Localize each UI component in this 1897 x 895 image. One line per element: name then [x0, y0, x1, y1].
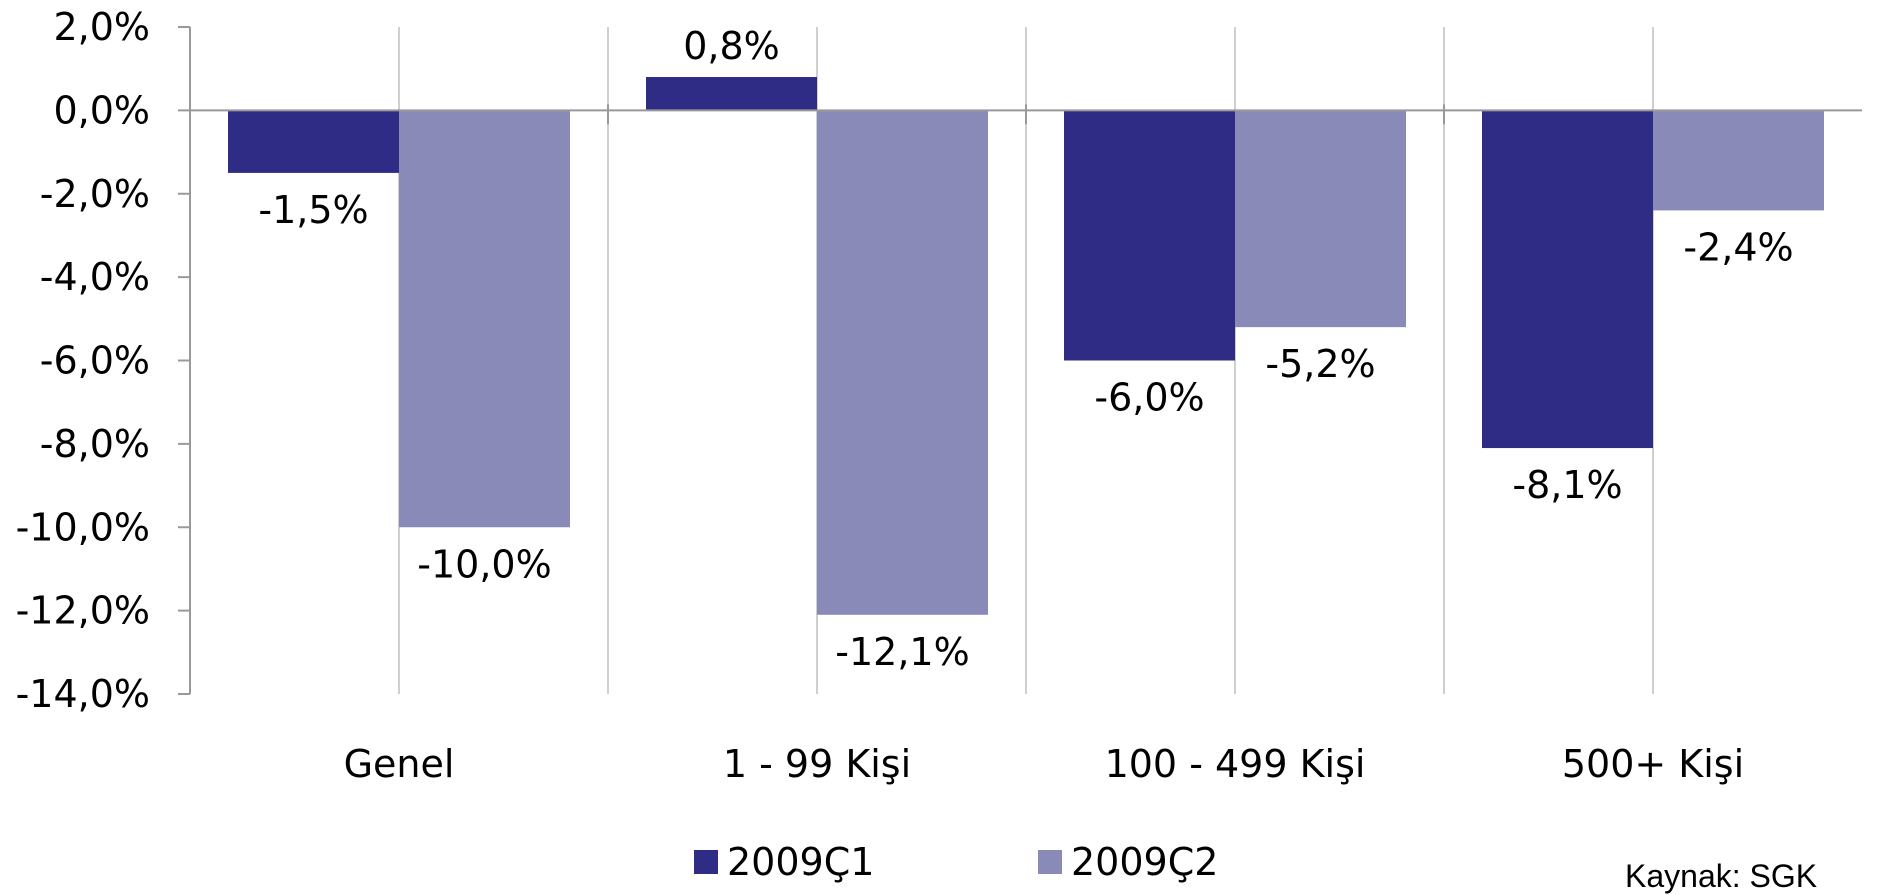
data-labels: -1,5% 0,8% -6,0% -8,1% -10,0% -12,1% -5,2% -2,4… — [258, 24, 1793, 674]
y-tick-label: -12,0% — [16, 589, 150, 633]
bars — [228, 77, 1824, 615]
legend-label: 2009Ç2 — [1071, 840, 1218, 883]
data-label: -6,0% — [1094, 376, 1204, 420]
bar-series2-1 — [817, 110, 988, 615]
y-tick-label: -14,0% — [16, 672, 150, 716]
legend-swatch — [694, 850, 718, 874]
y-tick-label: -2,0% — [40, 172, 150, 216]
y-tick-label: 2,0% — [53, 5, 150, 49]
data-label: -12,1% — [835, 630, 969, 674]
y-tick-label: -4,0% — [40, 255, 150, 299]
data-label: -2,4% — [1683, 225, 1793, 269]
bar-series1-0 — [228, 110, 399, 173]
legend-label: 2009Ç1 — [727, 840, 874, 883]
data-label: -10,0% — [417, 542, 551, 586]
bar-series1-3 — [1482, 110, 1653, 449]
x-axis-category-labels: Genel 1 - 99 Kişi 100 - 499 Kişi 500+ Kişi — [344, 742, 1745, 786]
bar-series1-1 — [646, 77, 817, 111]
data-label: 0,8% — [683, 24, 780, 68]
category-label: 1 - 99 Kişi — [723, 742, 911, 786]
grid-lines — [398, 27, 1654, 694]
legend-swatch — [1038, 850, 1062, 874]
legend: 2009Ç1 2009Ç2 — [694, 840, 1218, 883]
category-label: Genel — [344, 742, 455, 786]
data-label: -8,1% — [1512, 463, 1622, 507]
data-label: -1,5% — [258, 188, 368, 232]
category-label: 100 - 499 Kişi — [1105, 742, 1366, 786]
y-tick-label: -8,0% — [40, 422, 150, 466]
bar-series2-0 — [399, 110, 570, 528]
y-axis-tick-labels: 2,0% 0,0% -2,0% -4,0% -6,0% -8,0% -10,0% -12,0%… — [16, 5, 190, 716]
bar-series1-2 — [1064, 110, 1235, 361]
source-note: Kaynak: SGK — [1625, 858, 1818, 894]
category-label: 500+ Kişi — [1562, 742, 1744, 786]
data-label: -5,2% — [1265, 342, 1375, 386]
bar-series2-3 — [1653, 110, 1824, 211]
bar-series2-2 — [1235, 110, 1406, 328]
y-tick-label: 0,0% — [53, 88, 150, 132]
y-tick-label: -6,0% — [40, 339, 150, 383]
y-tick-label: -10,0% — [16, 505, 150, 549]
